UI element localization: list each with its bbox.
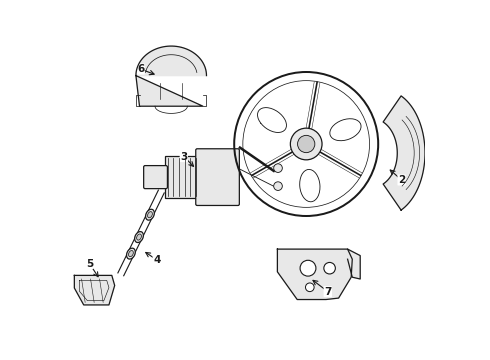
Circle shape: [305, 283, 314, 292]
Circle shape: [274, 164, 282, 172]
Ellipse shape: [135, 231, 144, 243]
Text: 2: 2: [398, 175, 405, 185]
FancyBboxPatch shape: [165, 156, 198, 198]
Circle shape: [291, 128, 322, 160]
Ellipse shape: [126, 248, 135, 259]
Ellipse shape: [330, 119, 361, 141]
Text: 3: 3: [180, 152, 188, 162]
Ellipse shape: [300, 170, 320, 202]
Ellipse shape: [128, 251, 133, 257]
Polygon shape: [383, 96, 425, 210]
Text: 5: 5: [86, 258, 93, 269]
Ellipse shape: [137, 234, 142, 240]
Polygon shape: [74, 275, 115, 305]
FancyBboxPatch shape: [196, 149, 239, 206]
Circle shape: [300, 260, 316, 276]
Polygon shape: [136, 46, 206, 106]
Circle shape: [297, 135, 315, 153]
Ellipse shape: [147, 212, 152, 218]
Text: 4: 4: [153, 255, 161, 265]
Circle shape: [324, 262, 335, 274]
FancyBboxPatch shape: [144, 166, 168, 189]
Text: 7: 7: [324, 287, 332, 297]
Ellipse shape: [258, 108, 287, 132]
Ellipse shape: [146, 209, 154, 220]
Polygon shape: [347, 249, 360, 279]
Circle shape: [274, 182, 282, 190]
Polygon shape: [277, 249, 352, 300]
Text: 6: 6: [137, 64, 144, 74]
Text: 1: 1: [259, 116, 266, 126]
